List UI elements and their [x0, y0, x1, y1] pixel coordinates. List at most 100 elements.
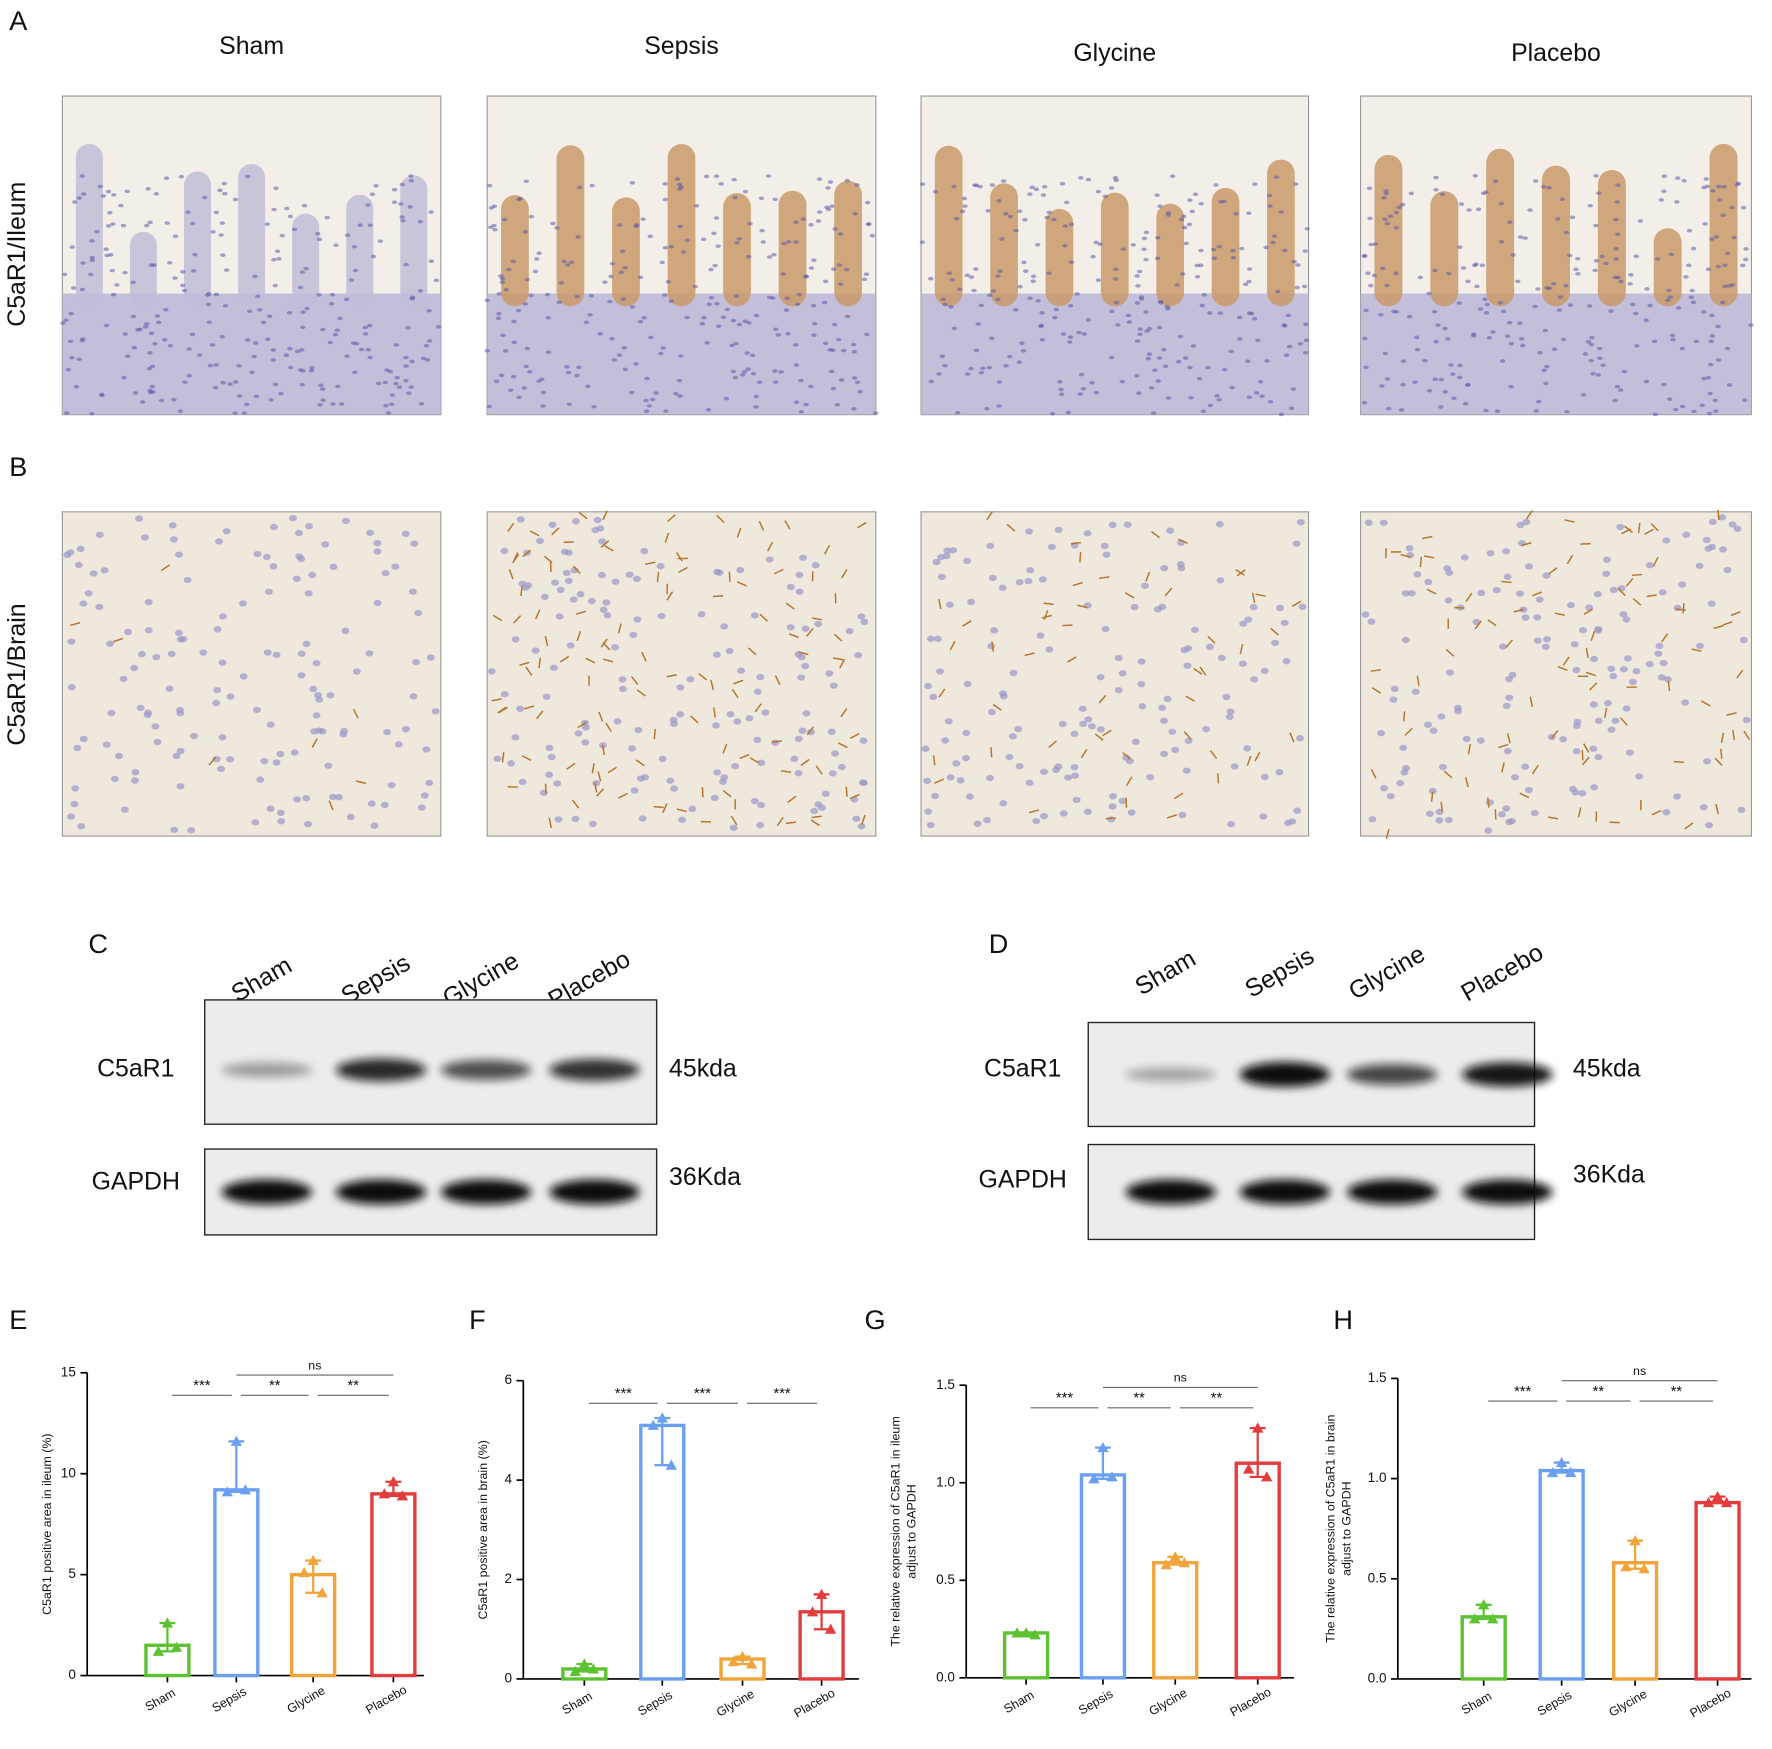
nucleus	[1194, 274, 1201, 279]
nucleus	[1616, 523, 1625, 531]
nucleus	[1722, 284, 1728, 289]
nucleus	[1000, 179, 1007, 183]
blot-row-label: C5aR1	[984, 1056, 1061, 1083]
nucleus	[1502, 805, 1511, 812]
nucleus	[410, 540, 419, 547]
nucleus	[1723, 566, 1732, 574]
nucleus	[753, 394, 759, 399]
nucleus	[1735, 181, 1742, 186]
nucleus	[967, 598, 976, 606]
nucleus	[218, 613, 227, 620]
nucleus	[164, 221, 170, 225]
nucleus	[269, 563, 278, 570]
nucleus	[338, 402, 345, 406]
data-point	[1106, 1471, 1118, 1482]
nucleus	[284, 206, 290, 211]
data-point	[1720, 1496, 1733, 1508]
nucleus	[1058, 720, 1067, 728]
nucleus	[1067, 340, 1073, 344]
nucleus	[276, 809, 285, 816]
nucleus	[334, 794, 343, 801]
nucleus	[811, 562, 820, 569]
nucleus	[932, 189, 939, 194]
nucleus	[351, 244, 358, 249]
nucleus	[1712, 398, 1718, 403]
nucleus	[125, 354, 131, 358]
nucleus	[618, 685, 627, 693]
nucleus	[1119, 379, 1125, 384]
nucleus	[1665, 298, 1671, 302]
nucleus	[733, 718, 742, 725]
nucleus	[962, 204, 968, 208]
nucleus	[105, 189, 112, 194]
y-tick-label: 0	[68, 1667, 76, 1682]
nucleus	[1089, 380, 1095, 385]
nucleus	[921, 745, 930, 752]
x-tick-label: Placebo	[792, 1686, 838, 1721]
nucleus	[344, 354, 350, 358]
stained-process	[962, 620, 972, 627]
nucleus	[1563, 230, 1570, 235]
stained-process	[722, 789, 732, 798]
nucleus	[516, 705, 525, 712]
nucleus	[1691, 409, 1697, 414]
nucleus	[1613, 217, 1619, 222]
nucleus	[1035, 242, 1041, 247]
nucleus	[864, 332, 870, 337]
data-point	[1487, 1613, 1499, 1624]
nucleus	[1065, 410, 1072, 415]
nucleus	[945, 601, 954, 608]
nucleus	[965, 793, 974, 800]
nucleus	[1217, 654, 1226, 662]
nucleus	[978, 303, 984, 308]
nucleus	[1673, 793, 1682, 800]
nucleus	[218, 233, 224, 237]
stained-process	[604, 545, 614, 552]
nucleus	[1207, 311, 1213, 315]
nucleus	[548, 521, 557, 528]
panel-letter: G	[865, 1304, 886, 1335]
blot-size-label: 36Kda	[1573, 1162, 1645, 1189]
nucleus	[736, 322, 743, 327]
nucleus	[1246, 211, 1252, 216]
nucleus	[1666, 288, 1672, 293]
nucleus	[271, 207, 277, 212]
tissue-base	[1360, 293, 1752, 415]
nucleus	[324, 762, 333, 769]
nucleus	[1586, 304, 1593, 308]
nucleus	[272, 759, 281, 766]
nucleus	[521, 386, 527, 390]
nucleus	[1384, 283, 1390, 288]
stained-process	[1550, 729, 1559, 739]
y-axis-label: adjust to GAPDH	[904, 1484, 918, 1578]
stained-process	[1501, 762, 1505, 773]
nucleus	[1168, 728, 1177, 735]
nucleus	[65, 367, 72, 372]
nucleus	[1282, 248, 1288, 253]
bar	[1234, 1461, 1281, 1680]
nucleus	[719, 778, 727, 785]
stained-process	[1102, 729, 1112, 737]
stained-process	[938, 598, 942, 610]
nucleus	[417, 804, 426, 811]
nucleus	[334, 328, 341, 333]
micrograph	[919, 95, 1310, 417]
nucleus	[1246, 395, 1252, 400]
x-tick-label: Sepsis	[636, 1688, 675, 1719]
nucleus	[1085, 177, 1092, 182]
nucleus	[286, 310, 293, 315]
stained-process	[1531, 764, 1539, 775]
nucleus	[1070, 730, 1079, 738]
stained-process	[1637, 522, 1641, 534]
stained-process	[525, 666, 533, 676]
x-tick-label: Sham	[143, 1686, 178, 1714]
nucleus	[745, 715, 754, 722]
stained-process	[1585, 671, 1597, 677]
nucleus	[380, 801, 389, 809]
nucleus	[1383, 191, 1390, 196]
nucleus	[851, 342, 857, 347]
nucleus	[1112, 277, 1119, 281]
nucleus	[1202, 726, 1211, 733]
stained-process	[543, 555, 553, 564]
nucleus	[293, 796, 301, 803]
